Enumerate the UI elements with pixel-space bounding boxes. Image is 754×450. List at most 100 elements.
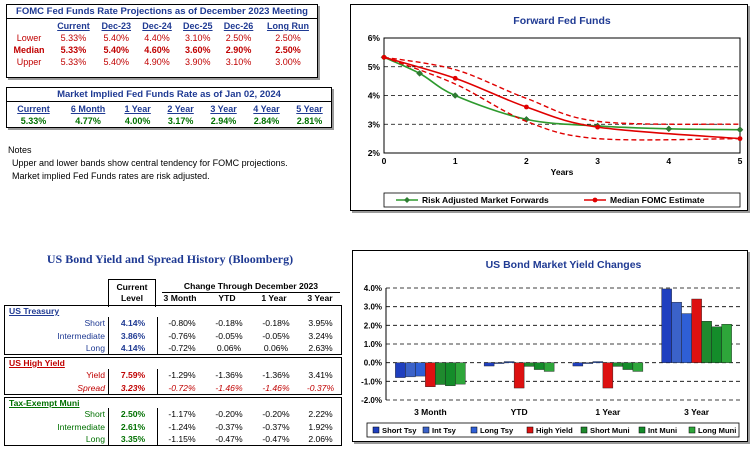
data-point: [595, 124, 600, 130]
yield-changes-chart: US Bond Market Yield Changes -2.0% -1.0% 0.…: [361, 259, 741, 438]
bar: [493, 362, 505, 364]
bar: [602, 362, 614, 389]
forward-fed-funds-chart: Forward Fed Funds 2% 3% 4% 5% 6% 0 1 2 3 4 5 Years Ri…: [368, 15, 744, 208]
row-value: -0.76%: [168, 330, 196, 341]
legend-label: High Yield: [536, 426, 573, 435]
section-treasury: US Treasury Short 4.14% -0.80% -0.18% -0…: [4, 305, 342, 355]
y-tick-label: -2.0%: [361, 396, 382, 405]
row-value: 3.24%: [308, 330, 333, 341]
row-value: -0.37%: [262, 421, 290, 432]
x-tick-label: 4: [666, 156, 671, 166]
y-tick-label: 1.0%: [364, 340, 382, 349]
bar: [691, 298, 702, 363]
fomc-col-header: Dec-24: [142, 21, 172, 31]
fomc-col-header: Long Run: [266, 21, 309, 31]
fomc-title: FOMC Fed Funds Rate Projections as of De…: [7, 5, 317, 19]
row-value: -1.46%: [262, 382, 290, 393]
market-cell: 2.94%: [210, 116, 237, 126]
table-row: Spread 3.23% -0.72% -1.46% -1.46% -0.37%: [5, 381, 341, 395]
section-muni: Tax-Exempt Muni Short 2.50% -1.17% -0.20…: [4, 397, 342, 446]
y-tick-label: 4.0%: [364, 284, 382, 293]
bar: [612, 362, 624, 367]
fomc-col-header: Dec-23: [101, 21, 132, 31]
row-label: Intermediate: [57, 330, 105, 341]
legend-swatch: [470, 426, 478, 434]
bar: [622, 362, 634, 370]
row-value: -0.20%: [262, 409, 290, 420]
row-value: -1.15%: [168, 434, 196, 445]
notes-title: Notes: [8, 145, 32, 155]
legend-label: Long Muni: [698, 426, 736, 435]
row-label: Long: [85, 434, 105, 445]
legend-marker: [404, 197, 410, 203]
current-header-2: Level: [121, 293, 143, 303]
section-high-yield: US High Yield Yield 7.59% -1.29% -1.36% …: [4, 357, 342, 395]
row-value: -0.72%: [168, 343, 196, 354]
bar: [701, 321, 712, 363]
y-tick-label: 2.0%: [364, 321, 382, 330]
market-cell: 4.77%: [75, 116, 101, 126]
fomc-table: Current Dec-23 Dec-24 Dec-25 Dec-26 Long…: [7, 20, 317, 68]
table-row: Intermediate 3.86% -0.76% -0.05% -0.05% …: [5, 329, 341, 343]
row-level: 4.14%: [108, 342, 158, 355]
bar: [455, 362, 466, 385]
row-value: 1.92%: [308, 421, 333, 432]
row-label: Short: [84, 409, 105, 420]
fomc-row-label: Lower: [16, 33, 42, 43]
current-header-1: Current: [116, 282, 148, 292]
y-tick-label: 4%: [368, 91, 381, 101]
legend-label: Median FOMC Estimate: [610, 195, 705, 205]
yield-changes-panel: US Bond Market Yield Changes -2.0% -1.0% 0.…: [352, 250, 748, 442]
legend-box: [366, 422, 740, 438]
fomc-col-header: Current: [57, 21, 90, 31]
legend-label: Long Tsy: [480, 426, 514, 435]
fomc-cell: 5.40%: [103, 33, 130, 43]
row-value: 2.06%: [308, 434, 333, 445]
fomc-cell: 3.10%: [225, 57, 252, 67]
bar: [523, 362, 535, 367]
market-col-header: 3 Year: [210, 104, 237, 114]
row-level: 3.23%: [108, 381, 158, 395]
legend-swatch: [372, 426, 380, 434]
bar: [592, 361, 604, 363]
row-value: -0.47%: [215, 434, 243, 445]
section-title: US High Yield: [9, 358, 65, 368]
bond-columns-header: 3 Month YTD 1 Year 3 Year: [156, 293, 342, 303]
bond-col-header: 1 Year: [261, 293, 287, 303]
row-label: Long: [85, 343, 105, 354]
row-value: -1.17%: [168, 409, 196, 420]
bond-table-panel: Current Level Change Through December 20…: [4, 279, 342, 446]
data-point: [381, 54, 387, 60]
data-point: [452, 75, 458, 81]
notes-line: Market implied Fed Funds rates are risk …: [12, 171, 210, 181]
fomc-cell: 3.10%: [185, 33, 211, 43]
section-title: US Treasury: [9, 306, 60, 316]
x-tick-label: 3 Month: [414, 407, 447, 417]
bond-col-header: 3 Year: [307, 293, 333, 303]
bar: [435, 362, 446, 385]
bar: [681, 313, 692, 363]
x-tick-label: 3 Year: [684, 407, 710, 417]
fomc-col-header: Dec-26: [223, 21, 254, 31]
row-level: 3.86%: [108, 329, 158, 343]
legend-label: Risk Adjusted Market Forwards: [422, 195, 549, 205]
fomc-cell: 5.40%: [103, 57, 130, 67]
high-yield-table: Yield 7.59% -1.29% -1.36% -1.36% 3.41% S…: [5, 369, 341, 395]
row-value: -0.72%: [168, 382, 196, 393]
row-label: Yield: [86, 370, 105, 381]
fomc-cell: 2.50%: [275, 33, 301, 43]
fomc-cell: 5.33%: [60, 45, 87, 55]
bar: [582, 362, 594, 364]
row-level: 2.61%: [108, 420, 158, 434]
row-level: 2.50%: [108, 408, 158, 421]
legend-label: Int Muni: [648, 426, 677, 435]
row-label: Intermediate: [57, 421, 105, 432]
bar: [721, 324, 732, 363]
market-cell: 5.33%: [20, 116, 47, 126]
bar: [533, 362, 545, 370]
row-value: -1.29%: [168, 370, 196, 381]
market-implied-panel: Market Implied Fed Funds Rate as of Jan …: [6, 87, 332, 128]
data-point: [523, 116, 530, 123]
row-value: -1.24%: [168, 421, 196, 432]
table-row: Long 3.35% -1.15% -0.47% -0.47% 2.06%: [5, 433, 341, 446]
